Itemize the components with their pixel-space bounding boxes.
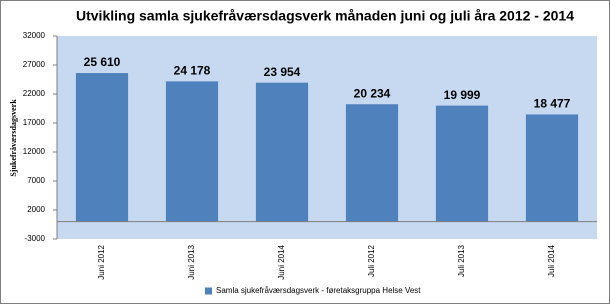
x-tick-label: Juli 2013 [457, 244, 466, 277]
y-tick-label: -3000 [25, 234, 46, 243]
y-tick-label: 7000 [27, 176, 45, 185]
data-label: 18 477 [534, 97, 571, 111]
x-tick-label: Juni 2012 [97, 244, 106, 279]
y-tick-label: 27000 [23, 60, 46, 69]
y-tick-label: 22000 [23, 89, 46, 98]
x-tick-label: Juni 2014 [277, 244, 286, 279]
y-axis-label: Sjukefråværsdagsverk [9, 99, 18, 177]
bar [435, 105, 489, 222]
legend-swatch [205, 287, 212, 295]
data-label: 19 999 [444, 88, 481, 102]
y-tick-label: 2000 [27, 205, 45, 214]
chart-title: Utvikling samla sjukefråværsdagsverk mån… [76, 8, 574, 24]
x-tick-label: Juli 2014 [547, 244, 556, 277]
bar [255, 82, 309, 222]
bar [165, 81, 219, 222]
bar [345, 104, 399, 222]
data-label: 20 234 [354, 86, 391, 100]
legend-label: Samla sjukefråværsdagsverk - føretaksgru… [216, 286, 421, 295]
x-tick-label: Juni 2013 [187, 244, 196, 279]
y-tick-label: 12000 [23, 147, 46, 156]
y-tick-label: 32000 [23, 31, 46, 40]
x-tick-label: Juli 2012 [367, 244, 376, 277]
data-label: 24 178 [174, 64, 211, 78]
data-label: 25 610 [84, 55, 121, 69]
y-tick-label: 17000 [23, 118, 46, 127]
bar [75, 73, 129, 222]
data-label: 23 954 [264, 65, 301, 79]
bar [525, 114, 579, 222]
plot-area [57, 36, 597, 239]
